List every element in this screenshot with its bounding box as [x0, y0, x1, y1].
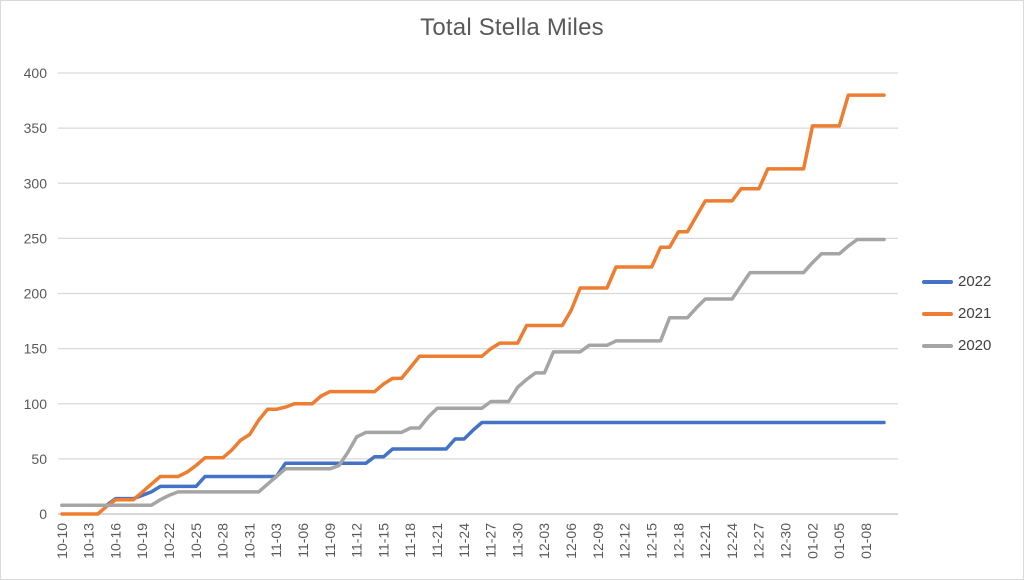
- y-axis-label: 150: [24, 341, 48, 357]
- x-axis-label: 12-27: [751, 523, 767, 559]
- x-axis-label: 12-12: [617, 523, 633, 559]
- x-axis-label: 11-12: [349, 523, 365, 558]
- x-axis-label: 10-31: [241, 523, 257, 559]
- x-axis-label: 10-19: [134, 523, 150, 559]
- x-axis-label: 11-18: [402, 523, 418, 558]
- x-axis-label: 12-06: [563, 523, 579, 559]
- legend-item-2022: 2022: [922, 273, 991, 291]
- y-axis-label: 100: [24, 396, 48, 412]
- x-axis-label: 11-15: [375, 523, 391, 558]
- legend-swatch-2021: [922, 312, 953, 316]
- y-axis-label: 250: [24, 230, 48, 246]
- x-axis-label: 01-02: [804, 523, 820, 559]
- x-axis-label: 10-22: [161, 523, 177, 559]
- x-axis-label: 11-09: [322, 523, 338, 558]
- x-axis-label: 11-27: [483, 523, 499, 558]
- legend: 2022 2021 2020: [922, 273, 991, 355]
- y-axis-label: 0: [39, 506, 47, 522]
- x-axis-label: 12-03: [536, 523, 552, 559]
- x-axis-label: 11-21: [429, 523, 445, 558]
- y-axis-label: 200: [24, 286, 48, 302]
- y-axis-label: 350: [24, 120, 48, 136]
- x-axis-label: 10-16: [107, 523, 123, 559]
- legend-item-2021: 2021: [922, 305, 991, 323]
- x-axis-label: 01-08: [858, 523, 874, 559]
- x-axis-label: 10-10: [54, 523, 70, 559]
- x-axis-label: 12-09: [590, 523, 606, 559]
- x-axis-label: 11-06: [295, 523, 311, 558]
- y-axis-label: 400: [24, 65, 48, 81]
- x-axis-label: 10-28: [215, 523, 231, 559]
- x-axis-label: 12-30: [777, 523, 793, 559]
- x-axis-label: 12-21: [697, 523, 713, 559]
- chart-title: Total Stella Miles: [420, 14, 604, 41]
- x-axis-label: 11-03: [268, 523, 284, 558]
- legend-label: 2021: [958, 305, 992, 322]
- series-line-2020: [60, 237, 886, 507]
- x-axis-label: 12-15: [643, 523, 659, 559]
- x-axis-label: 10-13: [81, 523, 97, 559]
- legend-label: 2020: [958, 337, 992, 354]
- series-line-2022: [60, 420, 886, 507]
- legend-item-2020: 2020: [922, 337, 991, 355]
- x-axis-label: 10-25: [188, 523, 204, 559]
- legend-label: 2022: [958, 273, 992, 290]
- x-axis-label: 11-30: [509, 523, 525, 558]
- x-axis-label: 11-24: [456, 523, 472, 558]
- x-axis-label: 01-05: [831, 523, 847, 559]
- y-axis-label: 50: [31, 451, 47, 467]
- series-line-2021: [60, 93, 886, 516]
- legend-swatch-2022: [922, 280, 953, 284]
- legend-swatch-2020: [922, 344, 953, 348]
- x-axis-label: 12-24: [724, 523, 740, 559]
- y-axis-label: 300: [24, 175, 48, 191]
- x-axis-label: 12-18: [670, 523, 686, 559]
